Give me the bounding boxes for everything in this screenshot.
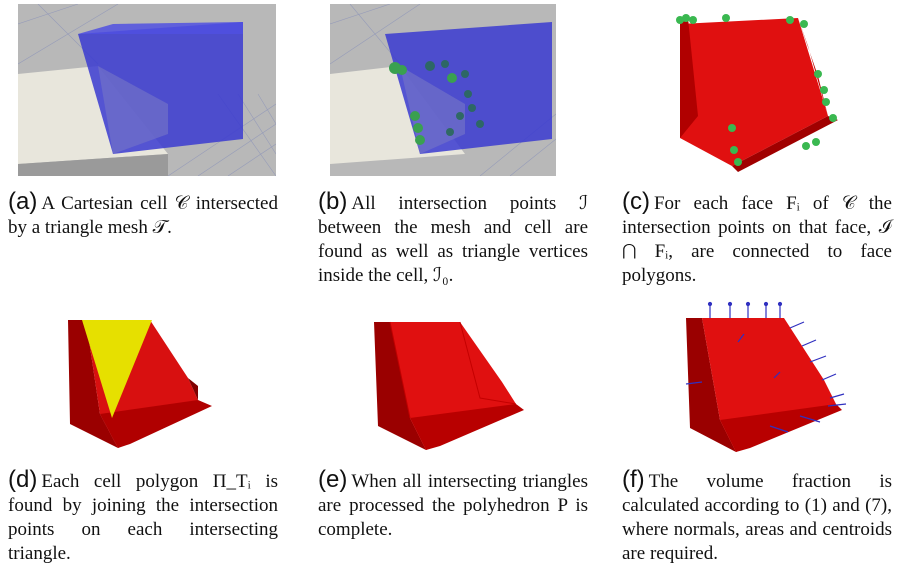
caption-b: (b) All intersection points ℐ between the… xyxy=(318,190,588,288)
caption-a-label: (a) xyxy=(8,188,38,215)
caption-e-text: When all intersecting triangles are proc… xyxy=(318,471,588,540)
caption-e-label: (e) xyxy=(318,466,348,493)
caption-f-label: (f) xyxy=(622,466,645,493)
caption-c: (c) For each face Fᵢ of 𝒞 the intersectio… xyxy=(622,190,892,288)
caption-b-text: All intersection points ℐ between the me… xyxy=(318,193,588,286)
caption-d: (d) Each cell polygon Π_Tᵢ is found by jo… xyxy=(8,468,278,566)
caption-e: (e) When all intersecting triangles are p… xyxy=(318,468,588,542)
caption-f: (f) The volume fraction is calculated acc… xyxy=(622,468,892,566)
caption-a-text: A Cartesian cell 𝒞 intersected by a tria… xyxy=(8,193,278,238)
figure-f-image xyxy=(680,300,850,460)
caption-f-text: The volume fraction is calculated accord… xyxy=(622,471,892,564)
figure-a-image xyxy=(18,4,276,176)
caption-d-text: Each cell polygon Π_Tᵢ is found by joini… xyxy=(8,471,278,564)
caption-c-label: (c) xyxy=(622,188,650,215)
figure-e-image xyxy=(370,318,530,458)
figure-c-image xyxy=(668,6,848,176)
caption-d-label: (d) xyxy=(8,466,38,493)
caption-c-text: For each face Fᵢ of 𝒞 the intersection p… xyxy=(622,193,892,286)
caption-b-label: (b) xyxy=(318,188,348,215)
caption-a: (a) A Cartesian cell 𝒞 intersected by a t… xyxy=(8,190,278,240)
figure-b-image xyxy=(330,4,556,176)
figure-d-image xyxy=(60,314,220,454)
